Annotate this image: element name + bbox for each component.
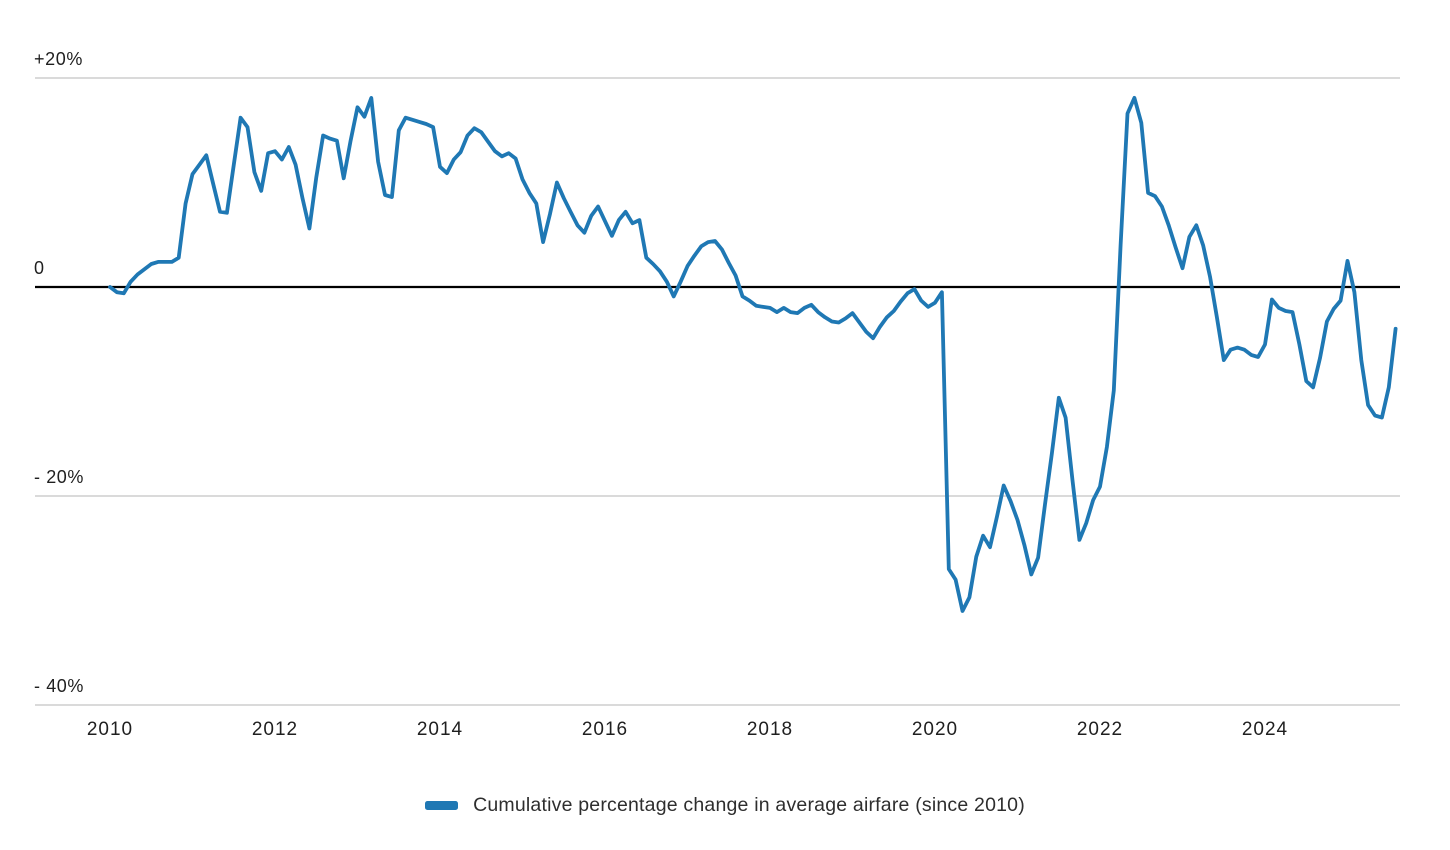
legend-line-swatch <box>425 801 459 810</box>
x-tick-label: 2024 <box>1241 719 1289 740</box>
x-tick-label: 2012 <box>251 719 299 740</box>
x-tick-label: 2020 <box>911 719 959 740</box>
x-tick-label: 2010 <box>86 719 134 740</box>
airfare-line-series <box>108 96 1398 613</box>
x-tick-label: 2014 <box>416 719 464 740</box>
x-tick-label: 2018 <box>746 719 794 740</box>
legend: Cumulative percentage change in average … <box>0 794 1450 817</box>
x-tick-label: 2022 <box>1076 719 1124 740</box>
y-tick-label: - 20% <box>34 467 85 487</box>
y-tick-label: +20% <box>34 49 83 69</box>
y-tick-label: 0 <box>34 258 45 278</box>
legend-label: Cumulative percentage change in average … <box>473 794 1025 816</box>
x-tick-label: 2016 <box>581 719 629 740</box>
y-tick-label: - 40% <box>34 676 85 696</box>
